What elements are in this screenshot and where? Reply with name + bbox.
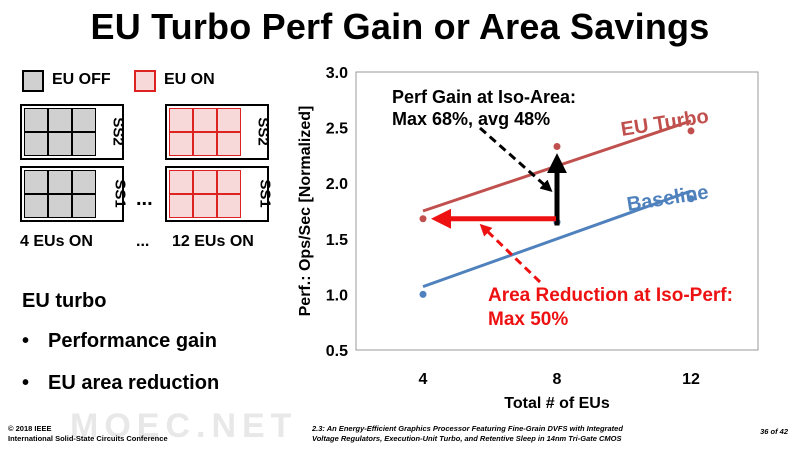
series-fit-line xyxy=(422,189,692,289)
series-label: Baseline xyxy=(625,181,710,216)
data-point xyxy=(687,127,695,135)
eu-off-cell xyxy=(72,132,96,156)
eu-grid xyxy=(24,108,96,156)
plot-area-frame xyxy=(355,71,759,351)
series-label: EU Turbo xyxy=(619,105,710,141)
data-point xyxy=(687,195,695,203)
right-block-caption: 12 EUs ON xyxy=(172,233,254,250)
y-axis-label: Perf.: Ops/Sec [Normalized] xyxy=(297,106,314,317)
perf-gain-annotation: Perf Gain at Iso-Area: xyxy=(392,87,576,107)
eu-on-legend-label: EU ON xyxy=(164,71,215,88)
bullet-text: EU area reduction xyxy=(48,372,220,394)
y-tick-label: 0.5 xyxy=(326,343,348,360)
bullet-marker: • xyxy=(22,330,30,352)
footer-paper-line1: 2.3: An Energy-Efficient Graphics Proces… xyxy=(312,424,623,433)
eu-off-legend-swatch xyxy=(22,70,44,92)
eu-off-cell xyxy=(72,108,96,132)
eu-on-legend-swatch xyxy=(134,70,156,92)
eu-off-cell xyxy=(24,170,48,194)
data-point xyxy=(419,215,427,223)
eu-on-cell xyxy=(217,132,241,156)
bullet-marker: • xyxy=(22,372,30,394)
eu-on-cell xyxy=(193,170,217,194)
footer-conference-line: International Solid-State Circuits Confe… xyxy=(8,434,168,443)
eu-on-cell xyxy=(169,108,193,132)
perf-gain-annotation: Max 68%, avg 48% xyxy=(392,109,550,129)
bullet-text: Performance gain xyxy=(48,330,217,352)
footer-paper-title: 2.3: An Energy-Efficient Graphics Proces… xyxy=(312,424,642,444)
y-tick-label: 1.0 xyxy=(326,287,348,304)
footer-copyright-line: © 2018 IEEE xyxy=(8,424,52,433)
eu-on-cell xyxy=(217,170,241,194)
eu-off-legend-label: EU OFF xyxy=(52,71,111,88)
slide-title: EU Turbo Perf Gain or Area Savings xyxy=(90,6,710,47)
eu-grid xyxy=(24,170,96,218)
eu-off-cell xyxy=(48,108,72,132)
eu-off-cell xyxy=(48,132,72,156)
eu-off-cell xyxy=(72,170,96,194)
eu-on-cell xyxy=(193,132,217,156)
block-ellipsis: ... xyxy=(136,188,153,210)
eu-on-cell xyxy=(169,132,193,156)
x-axis-label: Total # of EUs xyxy=(504,395,610,412)
eu-on-cell xyxy=(169,170,193,194)
bullet-item: • EU area reduction xyxy=(22,372,219,395)
footer-copyright: © 2018 IEEE International Solid-State Ci… xyxy=(8,424,168,444)
y-tick-label: 2.0 xyxy=(326,176,348,193)
eu-off-cell xyxy=(24,132,48,156)
left-block-caption: 4 EUs ON xyxy=(20,233,93,250)
mid-block-caption: ... xyxy=(136,233,150,250)
eu-grid xyxy=(169,108,241,156)
x-tick-label: 12 xyxy=(682,371,700,388)
bullet-item: • Performance gain xyxy=(22,330,217,353)
y-tick-label: 1.5 xyxy=(326,232,348,249)
right-subslice-ss2: SS2 xyxy=(165,104,272,160)
area-reduction-annotation: Max 50% xyxy=(488,309,568,330)
eu-on-cell xyxy=(193,194,217,218)
left-subslice-ss1: SS1 xyxy=(20,166,129,222)
left-subslice-ss2: SS2 xyxy=(20,104,127,160)
footer-page-number: 36 of 42 xyxy=(760,427,788,436)
right-subslice-ss1: SS1 xyxy=(165,166,274,222)
eu-grid xyxy=(169,170,241,218)
eu-on-cell xyxy=(217,108,241,132)
area-reduction-annotation: Area Reduction at Iso-Perf: xyxy=(488,285,733,306)
eu-on-cell xyxy=(217,194,241,218)
data-point xyxy=(419,290,427,298)
perf-gain-pointer xyxy=(479,126,553,192)
eu-off-cell xyxy=(24,108,48,132)
eu-on-cell xyxy=(169,194,193,218)
eu-on-cell xyxy=(193,108,217,132)
footer-paper-line2: Voltage Regulators, Execution-Unit Turbo… xyxy=(312,434,622,443)
eu-off-cell xyxy=(48,194,72,218)
y-tick-label: 3.0 xyxy=(326,65,348,82)
y-tick-label: 2.5 xyxy=(326,121,348,138)
x-tick-label: 4 xyxy=(419,371,428,388)
watermark: MOEC.NET xyxy=(70,407,298,445)
data-point xyxy=(553,143,561,151)
eu-off-cell xyxy=(24,194,48,218)
eu-off-cell xyxy=(48,170,72,194)
x-tick-label: 8 xyxy=(553,371,562,388)
bullet-heading: EU turbo xyxy=(22,290,107,312)
eu-off-cell xyxy=(72,194,96,218)
